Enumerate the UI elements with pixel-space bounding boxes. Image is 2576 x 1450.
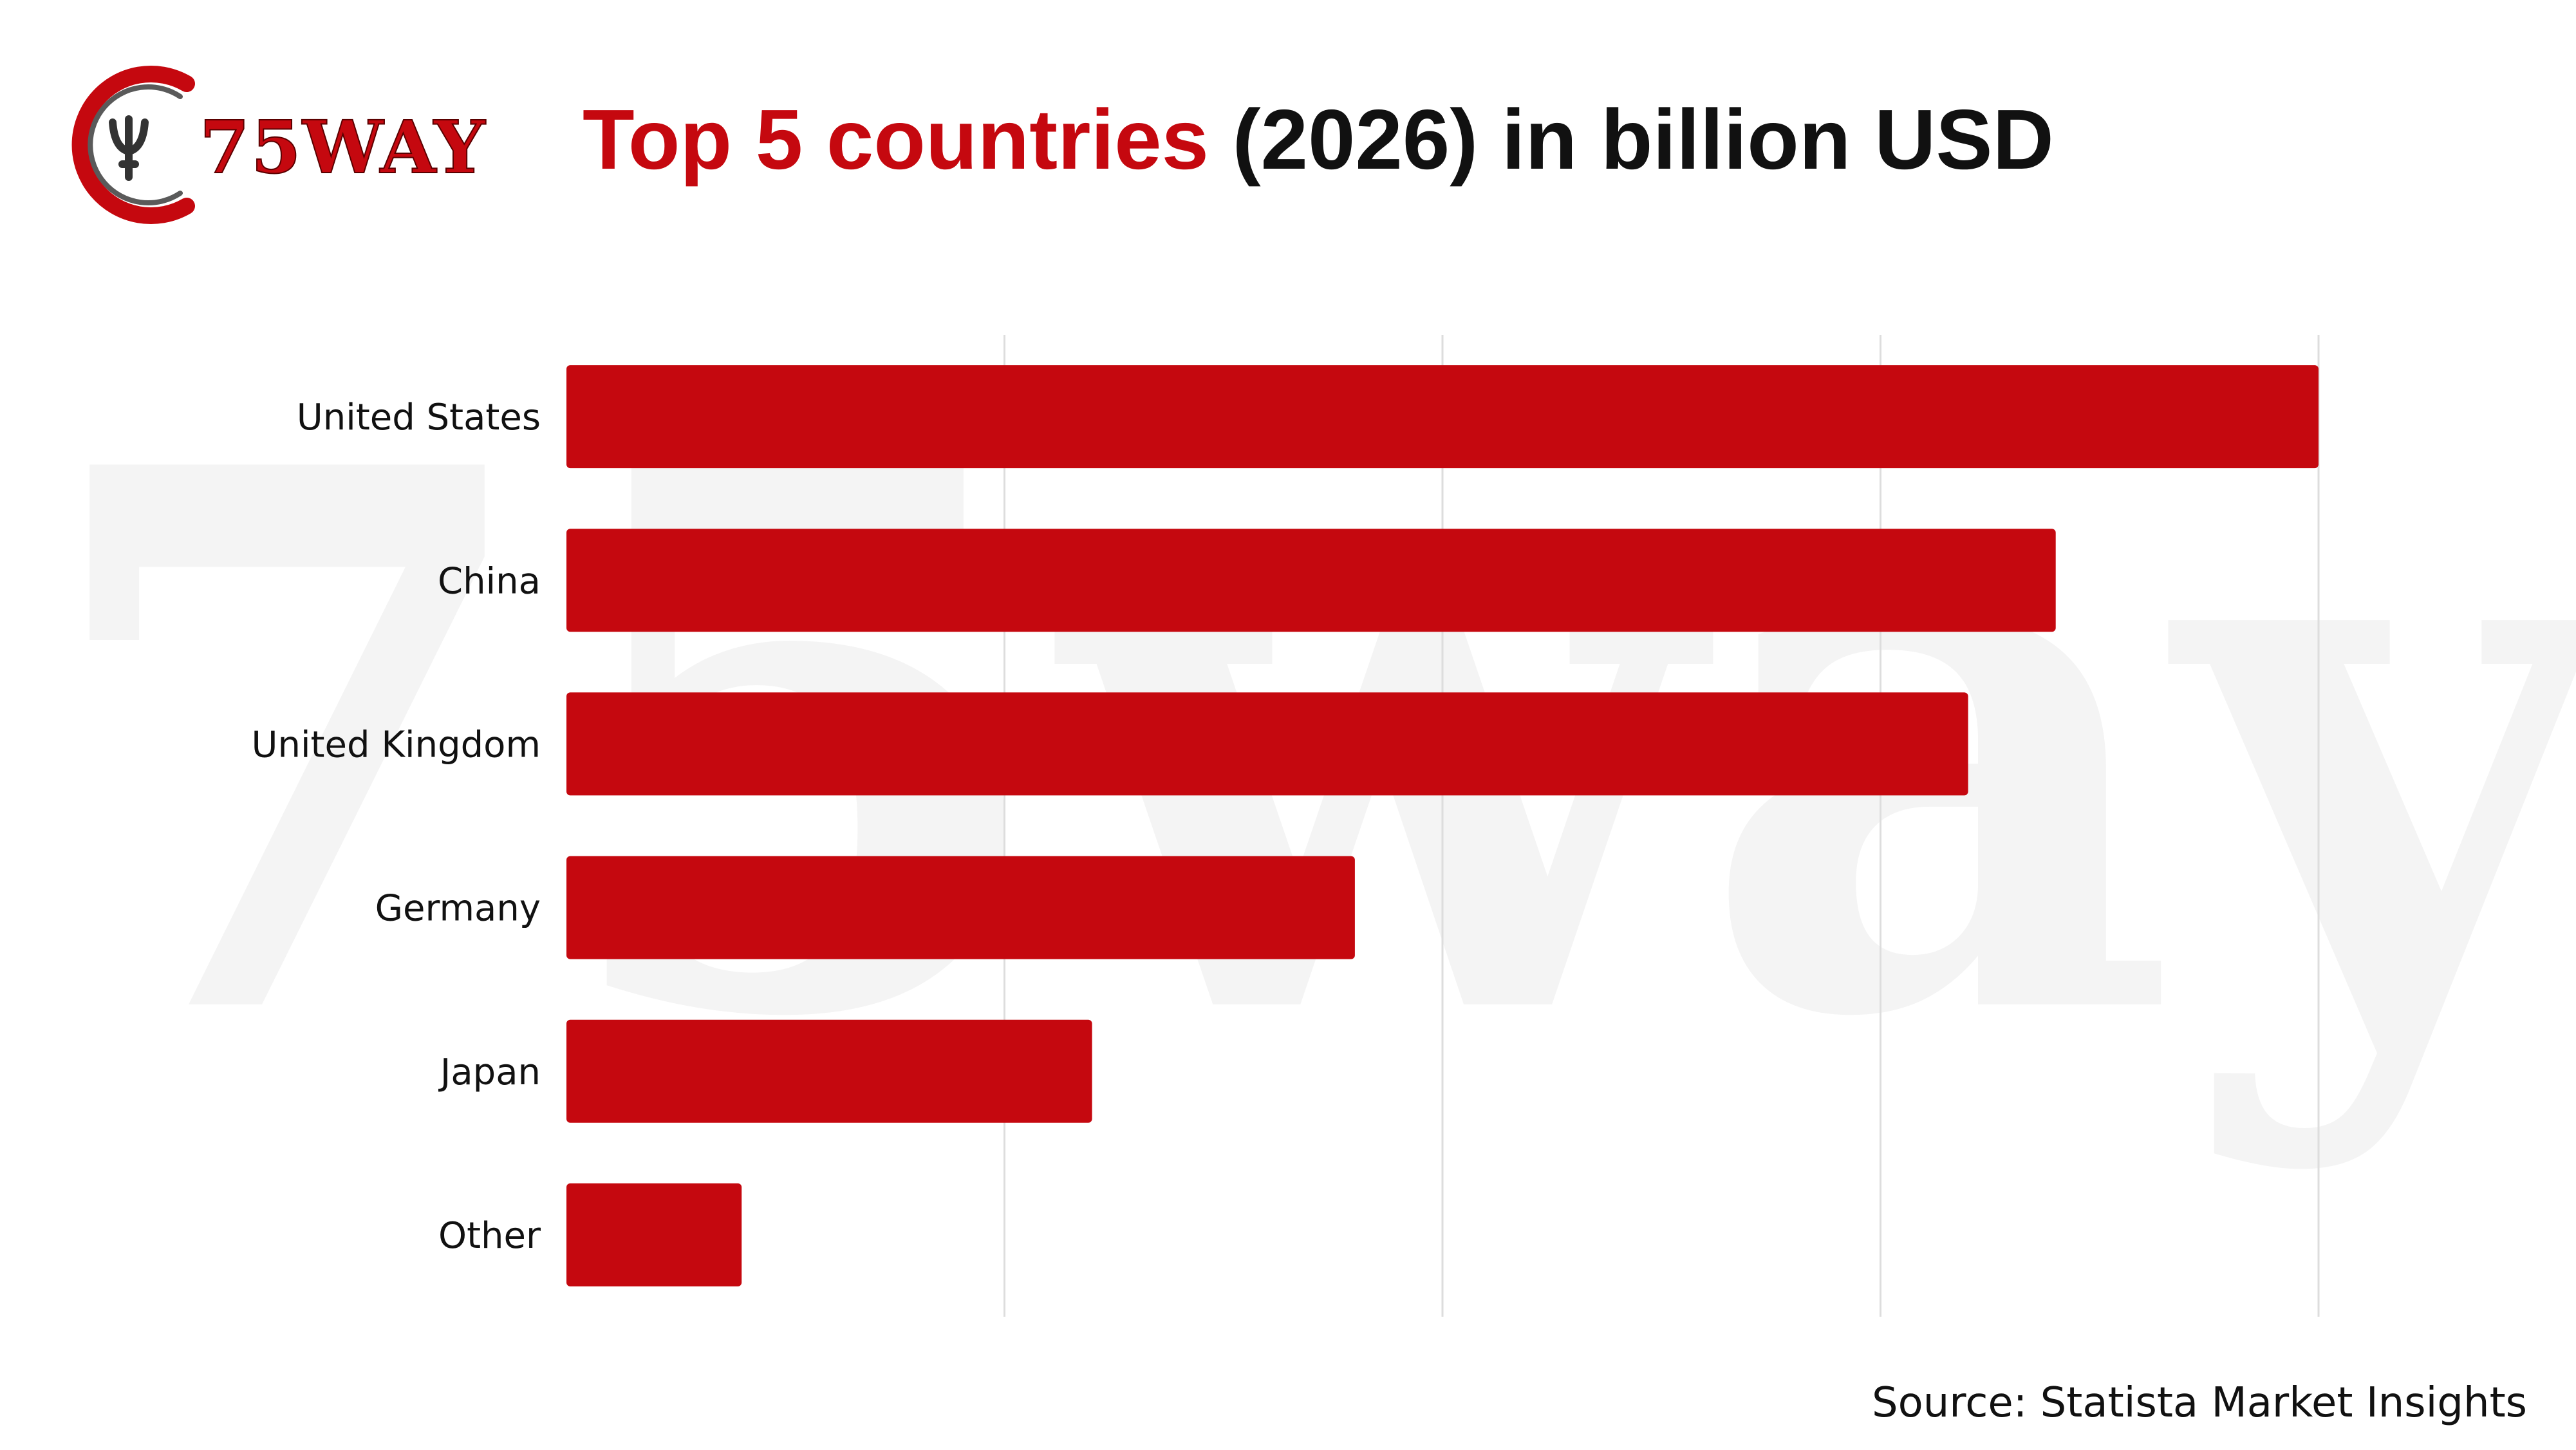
- chart-gridlines: [1003, 335, 2320, 1317]
- category-label: Other: [438, 1215, 541, 1257]
- bar-united-states: [566, 365, 2319, 469]
- bar-united-kingdom: [566, 692, 1968, 796]
- trident-swoosh-logo-icon: [71, 66, 195, 224]
- source-note: Source: Statista Market Insights: [1872, 1379, 2527, 1427]
- category-label: Japan: [438, 1051, 541, 1093]
- page-title: Top 5 countries (2026) in billion USD: [583, 92, 2054, 187]
- chart-category-labels: United States China United Kingdom Germany J…: [252, 397, 541, 1257]
- brand-logo: 75WAY: [71, 66, 487, 224]
- title-highlight: Top 5 countries: [583, 92, 1209, 187]
- category-label: United Kingdom: [252, 724, 541, 766]
- category-label: United States: [297, 397, 541, 438]
- bar-other: [566, 1183, 742, 1286]
- logo-text: 75WAY: [200, 106, 487, 190]
- category-label: China: [438, 560, 541, 602]
- category-label: Germany: [375, 888, 541, 930]
- chart-bars: [566, 365, 2319, 1286]
- bar-china: [566, 529, 2056, 632]
- title-rest: (2026) in billion USD: [1209, 92, 2054, 187]
- bar-japan: [566, 1019, 1092, 1123]
- bar-germany: [566, 856, 1355, 959]
